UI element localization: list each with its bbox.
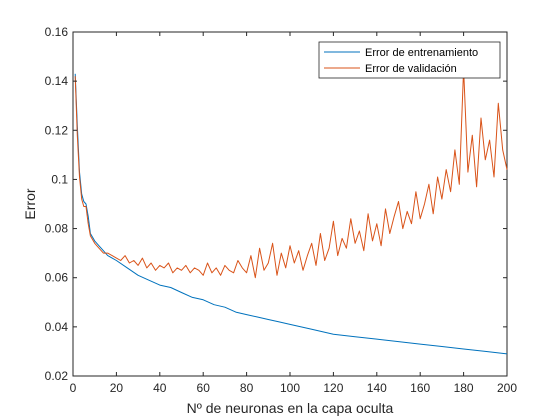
series-layer	[74, 68, 508, 355]
y-tick-label: 0.06	[45, 271, 69, 285]
x-tick-label: 40	[153, 381, 167, 395]
x-tick-label: 120	[323, 381, 343, 395]
x-tick-label: 160	[410, 381, 430, 395]
legend-label-training: Error de entrenamiento	[365, 47, 478, 59]
x-tick-label: 20	[110, 381, 124, 395]
y-tick-label: 0.16	[45, 25, 69, 39]
x-tick-label: 0	[70, 381, 77, 395]
y-tick-label: 0.14	[45, 74, 69, 88]
x-tick-label: 180	[454, 381, 474, 395]
legend-box	[318, 41, 501, 79]
plot-area: 0 20 40 60 80 100 120 140 160 180 200 0.02 0.04 0.06…	[45, 25, 518, 395]
x-tick-label: 200	[497, 381, 517, 395]
y-axis-ticks: 0.02 0.04 0.06 0.08 0.1 0.12 0.14 0.16	[45, 25, 507, 383]
y-tick-label: 0.12	[45, 123, 69, 137]
x-tick-label: 100	[280, 381, 300, 395]
x-tick-label: 140	[367, 381, 387, 395]
x-axis-ticks: 0 20 40 60 80 100 120 140 160 180 200	[70, 32, 517, 395]
legend-label-validation: Error de validación	[365, 63, 457, 75]
series-line-training	[74, 73, 508, 355]
y-tick-label: 0.02	[45, 369, 69, 383]
y-tick-label: 0.1	[51, 172, 68, 186]
x-tick-label: 80	[240, 381, 254, 395]
x-tick-label: 60	[197, 381, 211, 395]
y-axis-label: Error	[22, 188, 38, 219]
x-axis-label: Nº de neuronas en la capa oculta	[187, 400, 394, 416]
series-line-validation	[74, 68, 508, 279]
y-tick-label: 0.08	[45, 222, 69, 236]
legend: Error de entrenamiento Error de validaci…	[318, 41, 501, 79]
y-tick-label: 0.04	[45, 320, 69, 334]
